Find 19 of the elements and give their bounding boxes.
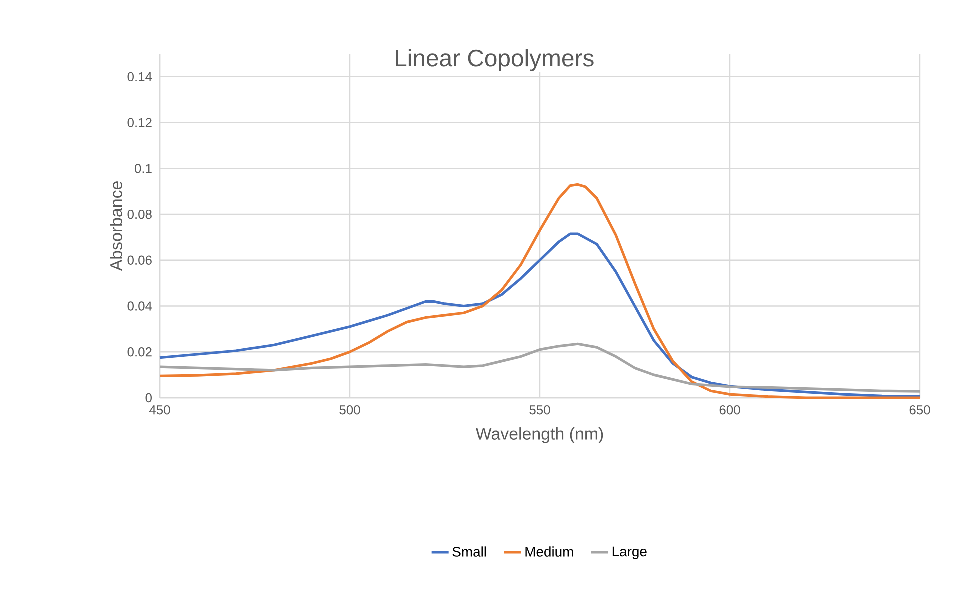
y-tick-label: 0.08 [128,210,152,220]
y-tick-label: 0 [146,393,152,403]
x-tick-label: 500 [340,406,360,415]
y-tick-label: 0.12 [128,118,152,128]
y-tick-label: 0.06 [128,256,152,265]
y-tick-label: 0.02 [128,348,152,357]
x-tick-label: 650 [910,406,930,415]
legend-label: Small [452,546,486,557]
legend-label: Medium [526,546,574,557]
y-axis-title: Absorbance [110,182,122,272]
y-tick-label: 0.04 [128,302,152,311]
y-tick-label: 0.14 [128,72,152,82]
y-tick-label: 0.1 [134,164,152,174]
x-tick-label: 550 [530,406,550,415]
chart-title: Linear Copolymers [396,49,594,72]
x-axis-title: Wavelength (nm) [476,428,604,444]
legend-label: Large [612,546,647,560]
x-tick-label: 600 [720,406,740,415]
x-tick-label: 450 [149,406,170,415]
